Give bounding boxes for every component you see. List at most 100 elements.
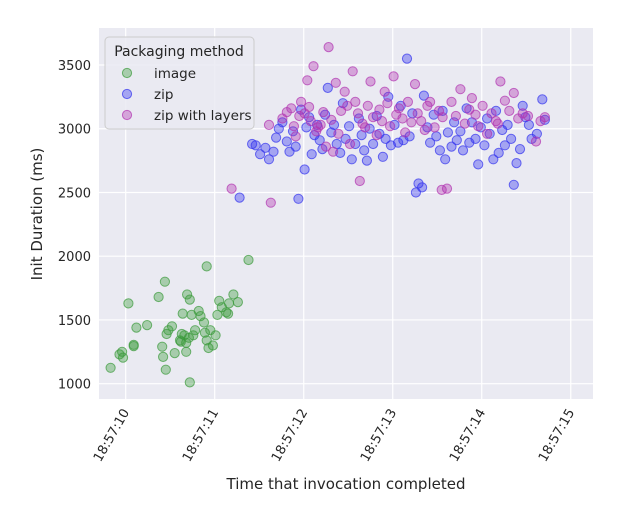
data-point bbox=[123, 298, 134, 309]
data-point bbox=[243, 254, 254, 266]
data-point bbox=[157, 341, 168, 352]
data-point bbox=[504, 105, 515, 117]
data-point bbox=[352, 108, 364, 119]
y-tick-label: 1000 bbox=[58, 378, 91, 393]
data-point bbox=[286, 103, 297, 114]
data-point bbox=[322, 82, 333, 94]
data-point bbox=[464, 137, 475, 148]
data-point bbox=[416, 116, 427, 127]
data-point bbox=[473, 159, 484, 170]
data-point bbox=[531, 128, 543, 139]
data-point bbox=[479, 140, 490, 151]
data-point bbox=[142, 320, 153, 331]
y-tick-label: 3500 bbox=[58, 59, 91, 74]
data-point bbox=[499, 95, 510, 106]
y-axis-label: Init Duration (ms) bbox=[28, 148, 46, 281]
data-point bbox=[455, 126, 466, 137]
data-point bbox=[277, 117, 288, 128]
data-point bbox=[511, 158, 522, 169]
data-point bbox=[371, 130, 382, 141]
data-point bbox=[268, 146, 279, 157]
x-axis-label: Time that invocation completed bbox=[226, 475, 466, 493]
data-point bbox=[537, 94, 548, 105]
data-point bbox=[288, 121, 299, 132]
data-point bbox=[306, 149, 317, 160]
data-point bbox=[436, 184, 447, 195]
data-point bbox=[517, 108, 528, 119]
data-point bbox=[117, 352, 129, 363]
data-point bbox=[294, 110, 305, 122]
data-point bbox=[449, 117, 460, 128]
data-point bbox=[450, 110, 461, 122]
data-point bbox=[166, 321, 178, 332]
data-point bbox=[409, 79, 421, 90]
data-point bbox=[323, 42, 334, 53]
data-point bbox=[177, 308, 188, 319]
data-point bbox=[339, 86, 350, 97]
data-point bbox=[360, 122, 371, 133]
data-point bbox=[299, 164, 310, 175]
data-point bbox=[361, 155, 372, 166]
data-point bbox=[362, 100, 373, 111]
data-point bbox=[205, 325, 216, 336]
data-point bbox=[401, 53, 413, 64]
data-point bbox=[431, 131, 442, 142]
data-point bbox=[466, 93, 477, 104]
data-point bbox=[210, 330, 221, 341]
data-point bbox=[260, 142, 271, 153]
data-point bbox=[522, 110, 534, 122]
legend-label: zip bbox=[154, 87, 173, 103]
data-point bbox=[234, 192, 245, 203]
data-point bbox=[184, 294, 195, 305]
legend-marker bbox=[121, 88, 133, 100]
data-point bbox=[182, 289, 193, 300]
data-point bbox=[437, 112, 448, 123]
data-point bbox=[159, 276, 170, 287]
legend-marker bbox=[121, 109, 133, 121]
data-point bbox=[308, 61, 319, 72]
legend-label: zip with layers bbox=[154, 108, 252, 124]
data-point bbox=[459, 118, 470, 129]
data-point bbox=[359, 145, 370, 156]
data-point bbox=[382, 98, 393, 109]
data-point bbox=[368, 138, 379, 150]
data-point bbox=[508, 87, 519, 99]
data-point bbox=[207, 340, 218, 351]
data-point bbox=[326, 114, 337, 125]
y-tick-label: 1500 bbox=[58, 314, 91, 329]
data-point bbox=[484, 128, 495, 139]
data-point bbox=[320, 141, 332, 152]
data-point bbox=[190, 325, 201, 336]
legend-box bbox=[104, 36, 255, 130]
data-point bbox=[347, 66, 358, 77]
data-point bbox=[305, 116, 316, 127]
data-point bbox=[350, 138, 361, 150]
data-point bbox=[506, 133, 517, 144]
data-point bbox=[451, 135, 462, 146]
data-point bbox=[153, 291, 164, 303]
data-point bbox=[508, 179, 519, 190]
data-point bbox=[440, 154, 451, 165]
data-point bbox=[333, 128, 344, 139]
data-point bbox=[397, 113, 408, 124]
data-point bbox=[365, 76, 376, 87]
data-point bbox=[302, 75, 313, 86]
data-point bbox=[402, 96, 413, 108]
data-point bbox=[393, 137, 404, 148]
data-point bbox=[417, 182, 428, 193]
data-point bbox=[539, 112, 551, 123]
data-point bbox=[265, 197, 276, 208]
data-point bbox=[374, 104, 385, 115]
data-point bbox=[226, 183, 237, 194]
data-point bbox=[492, 118, 503, 129]
data-point bbox=[350, 96, 361, 108]
data-point bbox=[354, 175, 365, 187]
data-point bbox=[376, 116, 388, 127]
data-point bbox=[131, 322, 142, 333]
data-point bbox=[293, 193, 304, 204]
data-point bbox=[429, 122, 440, 133]
legend-title: Packaging method bbox=[114, 44, 244, 60]
data-point bbox=[523, 119, 535, 131]
series-image bbox=[105, 254, 254, 388]
